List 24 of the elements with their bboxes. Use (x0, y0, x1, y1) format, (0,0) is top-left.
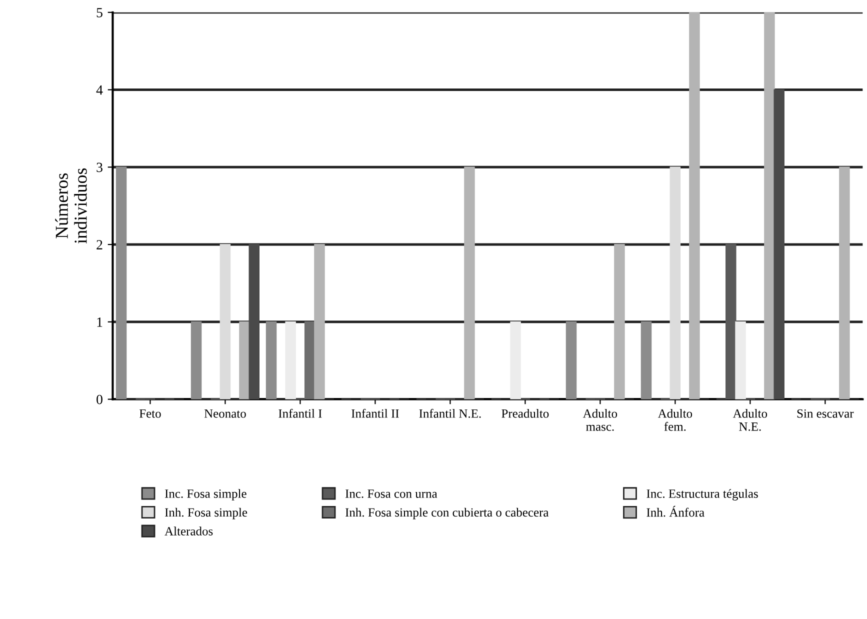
y-tick-label: 1 (97, 318, 102, 327)
x-tick-label: Adulto masc. (582, 408, 618, 431)
legend-label: Inh. Ánfora (646, 506, 704, 517)
x-tick-label: Preadulto (502, 408, 549, 418)
x-tick-label: Adulto fem. (658, 408, 692, 431)
y-tick-label: 5 (96, 8, 102, 18)
legend-label: Inc. Fosa simple (164, 489, 246, 500)
x-tick-label: Infantil I (278, 408, 322, 418)
y-tick-label: 2 (96, 240, 102, 250)
x-tick-label: Infantil II (352, 408, 399, 418)
legend-label: Inc. Fosa con urna (345, 490, 438, 498)
legend-label: Inh. Fosa simple (164, 508, 248, 520)
legend-label: Inc. Estructura tégulas (646, 489, 758, 500)
y-tick-label: 0 (96, 394, 102, 404)
y-tick-label: 4 (96, 85, 103, 95)
legend-label: Inh. Fosa simple con cubierta o cabecera (345, 508, 549, 520)
x-tick-label: Adulto N.E. (732, 408, 768, 431)
x-tick-label: Feto (139, 409, 161, 418)
y-axis-title: Números individuos (55, 168, 87, 244)
y-tick-label: 3 (96, 162, 102, 172)
x-tick-label: Neonato (204, 409, 246, 418)
x-tick-label: Infantil N.E. (419, 408, 481, 418)
x-tick-label: Sin escavar (797, 409, 854, 418)
legend-label: Alterados (164, 526, 213, 536)
